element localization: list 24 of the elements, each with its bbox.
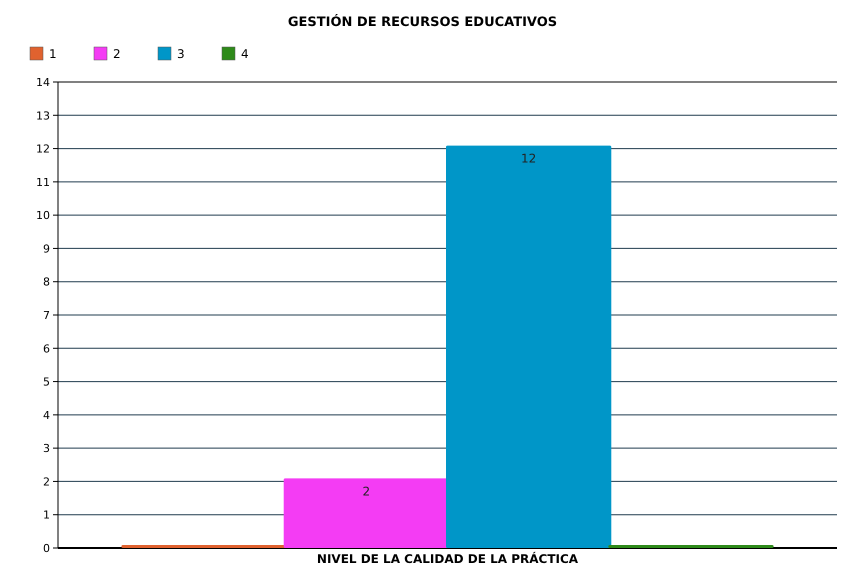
- y-tick-label: 0: [43, 542, 50, 555]
- y-tick-label: 8: [43, 276, 50, 289]
- x-axis-title: NIVEL DE LA CALIDAD DE LA PRÁCTICA: [316, 551, 579, 566]
- y-tick-label: 13: [36, 109, 50, 122]
- bar: [446, 146, 612, 548]
- data-label: 2: [362, 484, 370, 498]
- y-tick-label: 6: [43, 342, 50, 356]
- y-tick-label: 1: [43, 508, 50, 522]
- y-tick-label: 7: [43, 309, 50, 322]
- y-tick-label: 4: [43, 408, 50, 422]
- y-tick-label: 12: [36, 142, 50, 156]
- legend-label: 4: [241, 47, 249, 61]
- data-label: 12: [521, 152, 536, 166]
- y-tick-label: 9: [43, 242, 50, 256]
- bar: [284, 478, 449, 548]
- y-tick-label: 5: [43, 376, 50, 389]
- y-tick-label: 3: [43, 442, 50, 456]
- chart-title: GESTIÓN DE RECURSOS EDUCATIVOS: [288, 13, 558, 30]
- y-tick-label: 14: [36, 76, 50, 89]
- y-tick-label: 10: [36, 209, 50, 222]
- y-tick-label: 11: [36, 176, 50, 189]
- legend-label: 2: [113, 47, 121, 61]
- legend-label: 3: [177, 47, 185, 61]
- y-tick-label: 2: [43, 475, 50, 488]
